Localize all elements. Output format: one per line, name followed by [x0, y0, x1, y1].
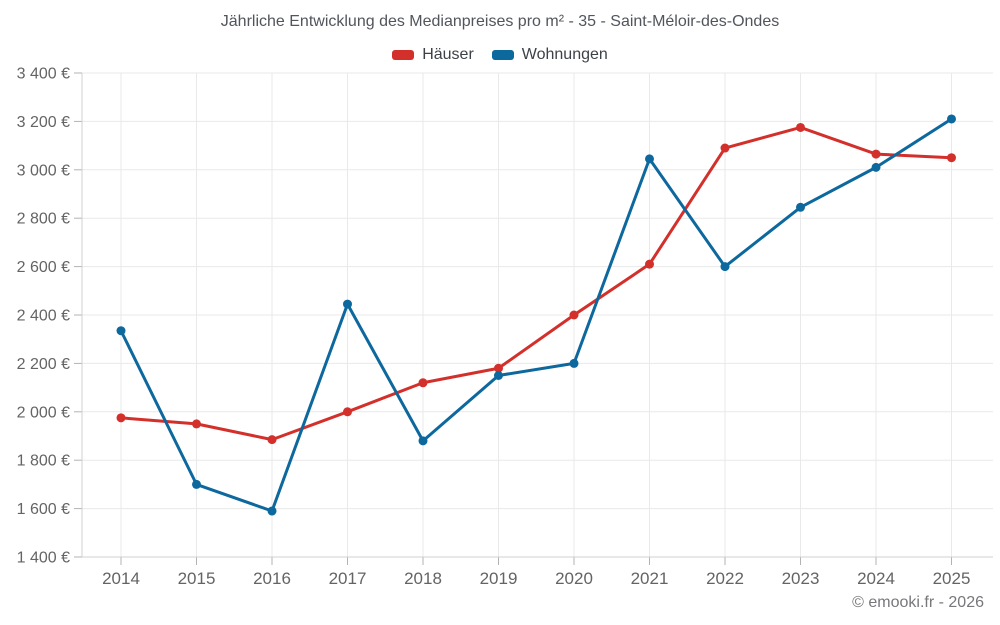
legend-swatch-wohnungen-icon [491, 50, 514, 60]
legend-label-wohnungen: Wohnungen [521, 46, 608, 63]
y-axis-label: 2 600 € [17, 259, 70, 276]
x-axis-label: 2021 [631, 569, 669, 588]
data-point-häuser-2019 [494, 363, 503, 373]
data-point-häuser-2015 [192, 419, 201, 429]
attribution-text: © emooki.fr - 2026 [852, 594, 984, 611]
y-axis-label: 2 800 € [17, 211, 70, 228]
x-axis-label: 2018 [404, 569, 442, 588]
data-point-häuser-2024 [871, 149, 881, 159]
data-point-wohnungen-2017 [343, 299, 352, 309]
x-axis-label: 2019 [480, 569, 518, 588]
x-axis-label: 2017 [329, 569, 367, 588]
data-point-häuser-2018 [418, 378, 428, 388]
data-point-häuser-2023 [796, 122, 805, 132]
legend-item-wohnungen[interactable]: Wohnungen [491, 46, 608, 64]
x-axis-label: 2023 [782, 569, 820, 588]
x-axis-label: 2016 [253, 569, 291, 588]
data-point-häuser-2021 [645, 259, 654, 269]
data-point-wohnungen-2015 [192, 479, 201, 489]
data-point-wohnungen-2025 [947, 114, 956, 124]
y-axis-label: 2 200 € [17, 356, 70, 373]
legend-item-haeuser[interactable]: Häuser [392, 46, 474, 64]
x-axis-label: 2024 [857, 569, 895, 588]
data-point-wohnungen-2022 [720, 262, 730, 272]
x-axis-label: 2015 [178, 569, 216, 588]
data-point-häuser-2022 [720, 143, 730, 153]
legend-label-haeuser: Häuser [422, 46, 474, 63]
chart-legend: Häuser Wohnungen [0, 46, 1000, 64]
legend-swatch-haeuser-icon [392, 50, 415, 60]
chart-title: Jährliche Entwicklung des Medianpreises … [220, 13, 780, 30]
data-point-wohnungen-2023 [796, 202, 805, 212]
y-axis-label: 3 000 € [17, 162, 70, 179]
x-axis-label: 2020 [555, 569, 593, 588]
y-axis-label: 1 800 € [17, 453, 70, 470]
data-point-häuser-2017 [343, 407, 352, 417]
y-axis-label: 3 400 € [17, 66, 70, 83]
data-point-wohnungen-2016 [267, 506, 277, 516]
data-point-wohnungen-2019 [494, 371, 503, 380]
y-axis-label: 1 600 € [17, 501, 70, 518]
data-point-wohnungen-2020 [569, 358, 579, 368]
data-point-häuser-2025 [947, 153, 956, 163]
series-line-wohnungen [119, 117, 953, 513]
x-axis-label: 2025 [933, 569, 971, 588]
y-axis-label: 1 400 € [17, 550, 70, 567]
data-point-wohnungen-2014 [116, 326, 126, 336]
data-point-häuser-2014 [116, 413, 126, 423]
x-axis-label: 2022 [706, 569, 744, 588]
y-axis-label: 2 000 € [17, 404, 70, 421]
series-line-häuser [119, 125, 953, 442]
data-point-häuser-2016 [267, 435, 277, 445]
x-axis-label: 2014 [102, 569, 140, 588]
data-point-wohnungen-2018 [418, 436, 428, 446]
y-axis-label: 2 400 € [17, 308, 70, 325]
data-point-häuser-2020 [569, 310, 579, 320]
y-axis-label: 3 200 € [17, 114, 70, 131]
data-point-wohnungen-2021 [645, 154, 654, 164]
data-point-wohnungen-2024 [871, 162, 881, 172]
